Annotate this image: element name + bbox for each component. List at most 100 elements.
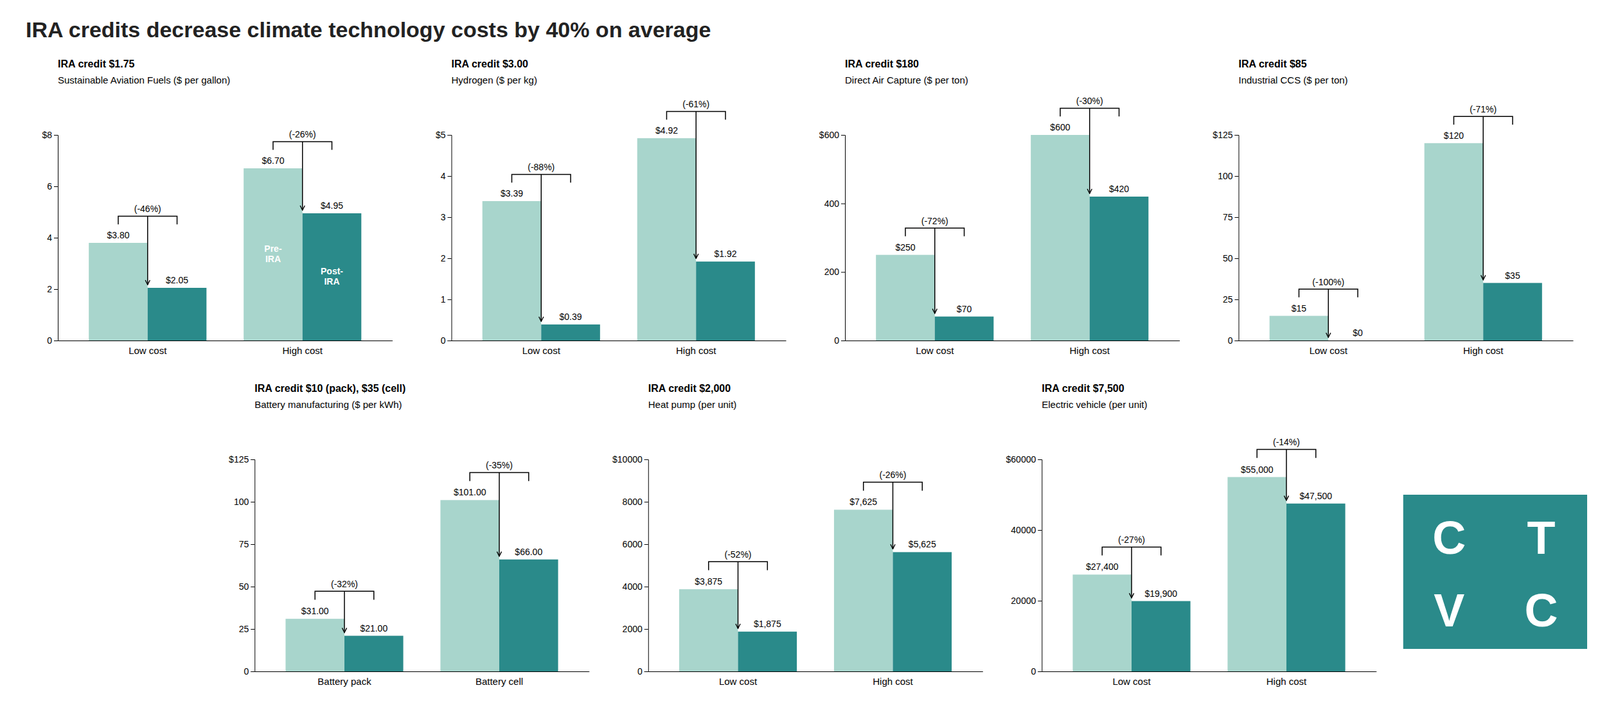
y-tick-label: 1 (440, 294, 446, 305)
data-label: $21.00 (359, 623, 388, 634)
y-tick: 0 (440, 335, 452, 346)
bar-text-line: IRA (323, 276, 340, 287)
logo-letter: T (1526, 512, 1556, 564)
x-tick: Low cost (1112, 675, 1151, 687)
y-tick-mark (644, 671, 649, 673)
chart-subtitle: IRA credit $2,000 (648, 382, 731, 394)
bracket-arrow (695, 111, 697, 259)
y-tick: 0 (1227, 335, 1239, 346)
x-axis: Battery packBattery cell (255, 672, 590, 687)
y-tick: 200 (824, 266, 845, 277)
y-tick: 0 (637, 666, 649, 677)
y-tick-mark (250, 501, 255, 503)
data-label: $1.92 (713, 248, 737, 259)
bar (637, 138, 697, 341)
x-tick: High cost (1266, 675, 1307, 687)
y-tick: 8000 (622, 496, 649, 507)
logo-box (1403, 494, 1588, 649)
annotations-layer: $27,400$55,000$19,900$47,500(-27%)(-14%) (1085, 436, 1333, 599)
bar (679, 589, 739, 672)
x-tick-label: Low cost (1309, 345, 1349, 356)
bracket-label: (-46%) (134, 203, 162, 214)
bracket-label: (-52%) (724, 549, 752, 560)
x-tick: Low cost (522, 345, 561, 356)
y-tick-mark (644, 629, 649, 630)
annotations-layer: $3,875$7,625$1,875$5,625(-52%)(-26%) (694, 469, 937, 630)
x-axis-line (255, 671, 590, 673)
y-tick-label: 100 (1217, 170, 1234, 182)
bracket-label: (-72%) (921, 215, 949, 227)
y-tick-mark (1235, 217, 1239, 218)
chart-panel: 0200400$600Low costHigh cost$250$600$70$… (819, 58, 1180, 356)
x-tick: High cost (282, 345, 323, 356)
y-tick: 25 (1222, 294, 1239, 305)
x-tick-label: Low cost (522, 345, 561, 356)
y-tick-label: 0 (637, 666, 643, 677)
data-label: $55,000 (1240, 464, 1274, 475)
bar (147, 287, 207, 341)
y-tick-label: 0 (440, 335, 446, 346)
bracket-arrow (1482, 116, 1484, 280)
x-tick-label: Battery cell (475, 675, 524, 687)
x-tick: Battery cell (475, 675, 524, 687)
y-tick-label: $125 (1212, 129, 1233, 141)
bracket-label: (-30%) (1076, 95, 1104, 107)
y-tick-mark (250, 671, 255, 673)
x-tick-label: High cost (1069, 345, 1110, 356)
x-tick-label: Low cost (128, 345, 168, 356)
y-tick: 20000 (1010, 595, 1042, 606)
y-tick: 100 (233, 496, 255, 507)
bar (88, 242, 148, 341)
y-tick: 75 (239, 539, 256, 550)
bar (1227, 477, 1287, 673)
y-tick-label: 2 (440, 253, 446, 264)
y-tick-mark (53, 289, 58, 290)
y-tick-label: 0 (1227, 335, 1234, 346)
bracket-label: (-100%) (1312, 276, 1345, 288)
y-tick: 6 (46, 181, 58, 192)
y-tick-mark (250, 544, 255, 545)
chart-title: Electric vehicle (per unit) (1041, 399, 1147, 410)
data-label: $5,625 (908, 539, 937, 550)
data-label: $3.39 (500, 188, 524, 199)
y-tick-mark (447, 258, 452, 259)
y-tick-label: 200 (824, 266, 840, 277)
y-tick-label: 20000 (1010, 595, 1036, 606)
bar (499, 559, 559, 672)
y-axis: 01234$5 (435, 129, 452, 346)
y-tick-label: $10000 (612, 454, 643, 465)
data-label: $3.80 (106, 230, 130, 241)
y-axis-line (841, 135, 846, 342)
bracket-arrow (892, 481, 894, 549)
x-tick-label: Low cost (719, 675, 758, 687)
y-tick-mark (841, 271, 845, 273)
y-axis-line (644, 460, 649, 673)
data-label: $600 (1049, 122, 1070, 133)
y-tick: $125 (1212, 129, 1239, 141)
bracket-arrow (1285, 449, 1288, 501)
x-axis: Low cost High cost (1042, 672, 1378, 687)
annotations-layer: $3.39$4.92$0.39$1.92(-88%)(-61%) (500, 98, 738, 322)
chart-subtitle: IRA credit $3.00 (451, 58, 529, 70)
y-tick-mark (447, 134, 452, 136)
bar (695, 261, 756, 341)
y-tick: 50 (239, 581, 256, 592)
y-tick-mark (250, 629, 255, 630)
bar (875, 255, 935, 341)
bar (1483, 282, 1543, 341)
bracket-label: (-88%) (527, 161, 555, 173)
y-tick: 100 (1217, 170, 1239, 182)
logo-letter: V (1433, 584, 1465, 637)
bar-text-line: IRA (265, 253, 281, 265)
y-tick-mark (1235, 176, 1239, 177)
y-tick-label: 4 (46, 232, 53, 243)
annotations-layer: $3.80$6.70$2.05$4.95(-46%)(-26%)Pre-IRAP… (106, 129, 344, 287)
data-label: $6.70 (261, 155, 285, 166)
bar (285, 618, 345, 672)
y-tick-label: 25 (1222, 294, 1234, 305)
y-tick-mark (1235, 299, 1239, 301)
chart-figure: IRA credits decrease climate technology … (0, 0, 1600, 726)
y-tick-label: $125 (228, 454, 249, 465)
y-tick-mark (53, 340, 58, 342)
x-tick-label: High cost (872, 675, 914, 687)
